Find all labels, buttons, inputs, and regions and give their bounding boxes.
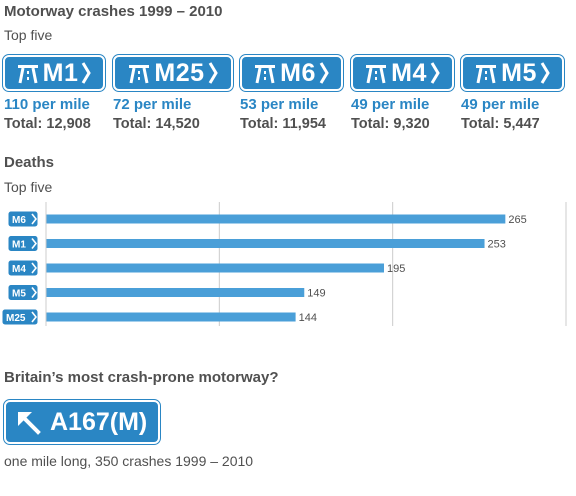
bar-value-m1: 253 <box>488 239 506 251</box>
sign-m25: M25 <box>112 54 234 92</box>
total-m6: Total: 11,954 <box>240 116 326 132</box>
rate-m5: 49 per mile <box>461 96 540 113</box>
bar-m25 <box>46 312 296 322</box>
chevron-right-icon <box>82 62 92 84</box>
bar-m4 <box>46 263 384 273</box>
sign-m6: M6 <box>239 54 344 92</box>
total-m4: Total: 9,320 <box>351 116 430 132</box>
category-label-m6: M6 <box>7 210 39 228</box>
sign-label: M6 <box>280 58 316 87</box>
category-label-m1: M1 <box>7 235 39 252</box>
sign-a167m-label: A167(M) <box>50 407 148 436</box>
chevron-right-icon <box>208 62 218 84</box>
sign-a167m: A167(M) <box>3 399 161 445</box>
rate-m6: 53 per mile <box>240 96 319 113</box>
chart-subtitle: Top five <box>4 179 53 195</box>
total-m25: Total: 14,520 <box>113 116 200 132</box>
motorway-icon <box>476 65 497 84</box>
rate-m1: 110 per mile <box>4 96 90 113</box>
chart-title: Deaths <box>4 154 55 171</box>
motorway-icon <box>366 65 387 84</box>
sign-label: M25 <box>154 58 205 87</box>
chevron-right-icon <box>540 62 550 84</box>
bar-value-m25: 144 <box>299 312 317 324</box>
sign-m5: M5 <box>460 54 565 92</box>
sign-label: M1 <box>42 58 79 87</box>
motorway-icon <box>129 65 150 84</box>
feature-heading: Britain’s most crash-prone motorway? <box>4 369 279 386</box>
page-subtitle: Top five <box>4 27 53 43</box>
svg-text:M6: M6 <box>12 215 26 226</box>
rate-m25: 72 per mile <box>113 96 192 113</box>
category-label-m5: M5 <box>7 284 39 301</box>
svg-text:M5: M5 <box>12 289 26 300</box>
rate-m4: 49 per mile <box>351 96 430 113</box>
deaths-bar-chart: M6 265 M1 253 M4 195 M5 149 M25 144 <box>1 202 567 326</box>
page-title: Motorway crashes 1999 – 2010 <box>4 3 223 20</box>
total-m5: Total: 5,447 <box>461 116 540 132</box>
svg-text:M25: M25 <box>6 313 26 324</box>
total-m1: Total: 12,908 <box>4 116 91 132</box>
bar-value-m5: 149 <box>307 288 325 300</box>
arrow-up-left-icon <box>18 412 41 435</box>
sign-label: M4 <box>391 58 427 87</box>
bar-m1 <box>46 239 485 248</box>
sign-m4: M4 <box>350 54 455 92</box>
motorway-icon <box>17 65 38 84</box>
sign-label: M5 <box>501 58 537 87</box>
motorway-icon <box>255 65 276 84</box>
feature-caption: one mile long, 350 crashes 1999 – 2010 <box>4 453 254 469</box>
chevron-right-icon <box>430 62 440 84</box>
bar-m5 <box>46 288 305 297</box>
sign-m1: M1 <box>2 54 106 92</box>
chevron-right-icon <box>319 62 329 84</box>
category-label-m4: M4 <box>7 259 39 277</box>
bar-value-m6: 265 <box>508 214 526 226</box>
svg-text:M1: M1 <box>12 240 26 251</box>
bar-m6 <box>46 214 506 224</box>
bar-value-m4: 195 <box>387 263 405 275</box>
svg-text:M4: M4 <box>12 264 26 275</box>
category-label-m25: M25 <box>1 308 39 326</box>
